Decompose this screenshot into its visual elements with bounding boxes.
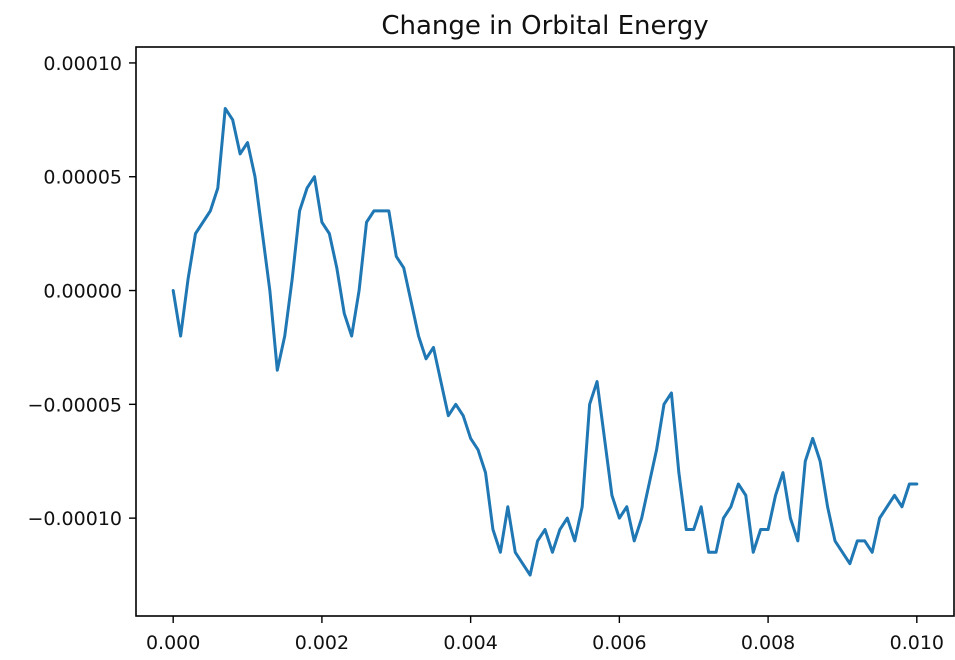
- y-tick-label: 0.00000: [43, 281, 122, 303]
- x-tick-label: 0.004: [443, 632, 497, 654]
- y-tick-label: −0.00005: [28, 394, 123, 416]
- x-tick-label: 0.000: [146, 632, 200, 654]
- x-tick-label: 0.006: [592, 632, 646, 654]
- x-tick-label: 0.002: [295, 632, 349, 654]
- x-axis: 0.000 0.002 0.004 0.006 0.008 0.010: [146, 616, 944, 654]
- series-line: [171, 106, 919, 577]
- chart-title: Change in Orbital Energy: [381, 11, 708, 41]
- x-tick-label: 0.008: [741, 632, 795, 654]
- axes-frame: [135, 46, 955, 617]
- y-axis: 0.00010 0.00005 0.00000 −0.00005 −0.00010: [28, 53, 136, 530]
- y-tick-label: −0.00010: [28, 508, 123, 530]
- y-tick-label: 0.00005: [43, 167, 122, 189]
- plot-area: [135, 46, 955, 617]
- y-tick-label: 0.00010: [43, 53, 122, 75]
- x-tick-label: 0.010: [890, 632, 944, 654]
